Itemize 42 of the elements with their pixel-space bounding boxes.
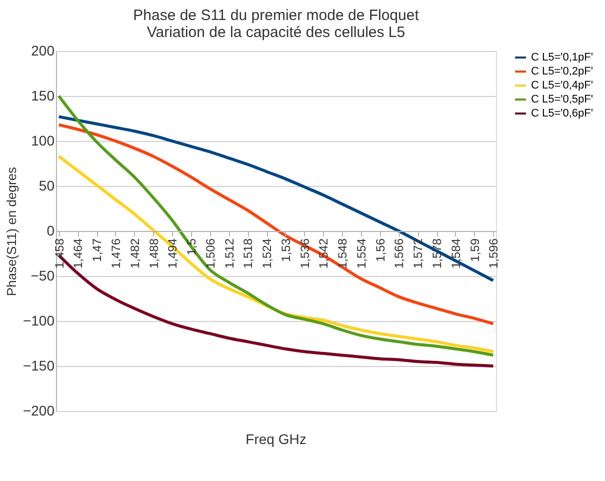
y-tick-label: 0 xyxy=(46,222,55,238)
x-tick-label: 1,464 xyxy=(71,238,86,269)
x-tick-label: 1,554 xyxy=(354,238,368,269)
y-tick-label: −50 xyxy=(30,268,55,284)
x-tick-label: 1,572 xyxy=(411,238,426,269)
chart-subtitle: Variation de la capacité des cellules L5 xyxy=(146,24,406,41)
x-tick-label: 1,536 xyxy=(298,238,312,269)
x-tick-label: 1,512 xyxy=(222,238,236,269)
x-tick-label: 1,5 xyxy=(184,238,199,256)
x-tick-label: 1,53 xyxy=(278,238,293,262)
x-tick-label: 1,584 xyxy=(448,238,463,269)
x-tick-label: 1,482 xyxy=(128,238,142,269)
legend-label: C L5='0,6pF' xyxy=(531,108,593,120)
legend-label: C L5='0,2pF' xyxy=(531,66,593,78)
y-tick-label: −200 xyxy=(22,402,55,418)
x-tick-label: 1,548 xyxy=(336,238,350,269)
x-tick-label: 1,524 xyxy=(260,238,274,269)
x-tick-label: 1,488 xyxy=(146,238,161,269)
x-tick-label: 1,506 xyxy=(203,238,218,269)
y-tick-label: −150 xyxy=(22,358,55,374)
y-tick-label: −100 xyxy=(22,312,55,328)
y-tick-label: 150 xyxy=(31,88,55,104)
x-tick-label: 1,476 xyxy=(108,238,123,269)
x-tick-label: 1,518 xyxy=(241,238,256,269)
chart-title: Phase de S11 du premier mode de Floquet xyxy=(133,7,420,24)
x-tick-label: 1,56 xyxy=(373,238,388,262)
y-tick-label: 50 xyxy=(38,178,55,194)
x-tick-label: 1,578 xyxy=(430,238,444,269)
legend-label: C L5='0,1pF' xyxy=(531,52,593,64)
x-tick-label: 1,494 xyxy=(166,238,180,269)
x-tick-label: 1,542 xyxy=(316,238,331,269)
x-tick-label: 1,596 xyxy=(486,238,501,269)
legend-label: C L5='0,4pF' xyxy=(531,80,593,92)
y-axis-title: Phase(S11) en degres xyxy=(4,166,19,296)
y-tick-label: 100 xyxy=(31,132,55,148)
x-axis-title: Freq GHz xyxy=(246,431,306,447)
x-tick-label: 1,566 xyxy=(392,238,406,269)
x-tick-label: 1,458 xyxy=(52,238,66,269)
x-tick-label: 1,59 xyxy=(468,238,482,262)
x-tick-label: 1,47 xyxy=(90,238,104,262)
y-tick-label: 200 xyxy=(31,42,55,58)
legend-label: C L5='0,5pF' xyxy=(531,94,593,106)
